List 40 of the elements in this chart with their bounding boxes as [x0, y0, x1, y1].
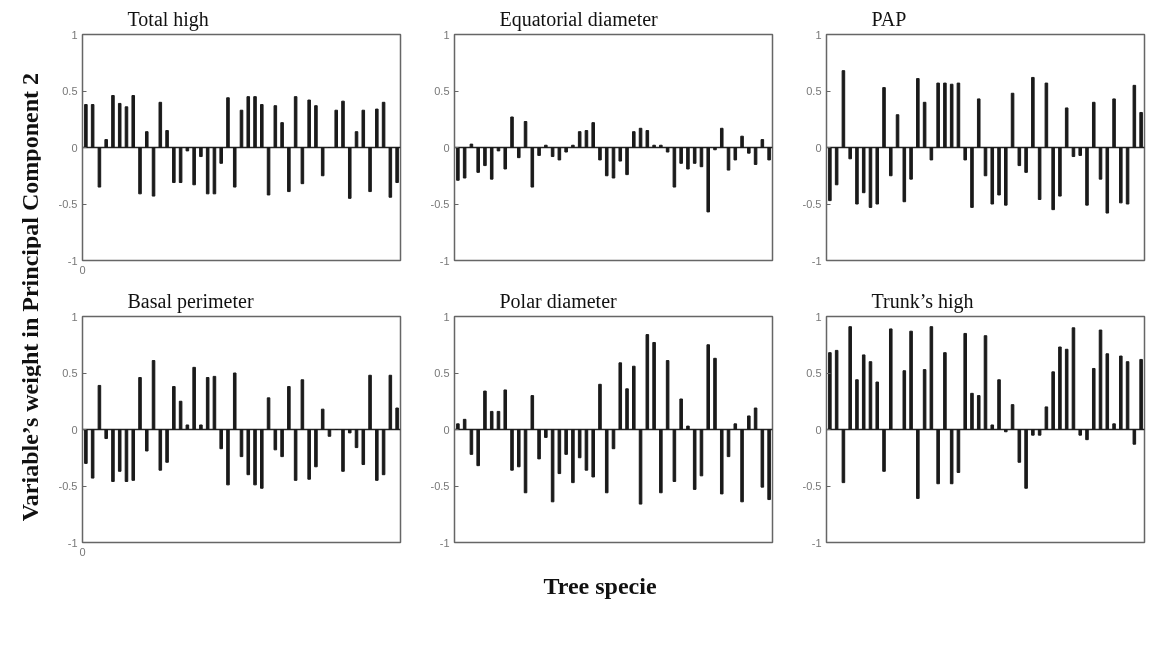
text: 0 — [79, 263, 86, 276]
y-tick-label: -0.5 — [430, 480, 450, 492]
y-tick-label: 0.5 — [62, 367, 78, 379]
y-tick-label: 0 — [815, 141, 822, 154]
chart-title: Equatorial diameter — [499, 7, 659, 31]
y-tick-label: 0.5 — [806, 367, 822, 379]
y-tick-label: -1 — [811, 254, 822, 267]
chart-title: Basal perimeter — [127, 289, 254, 313]
y-tick-label: -0.5 — [58, 198, 78, 210]
chart-title: PAP — [871, 7, 907, 30]
y-tick-label: 0.5 — [434, 367, 450, 379]
text: 0 — [79, 545, 86, 558]
y-tick-label: -0.5 — [430, 198, 450, 210]
y-tick-label: 0 — [815, 423, 822, 436]
y-tick-label: 1 — [443, 310, 450, 323]
y-tick-label: 0 — [71, 423, 78, 436]
y-tick-label: 0.5 — [434, 85, 450, 97]
y-tick-label: 0 — [71, 141, 78, 154]
y-tick-label: -1 — [439, 254, 450, 267]
y-tick-label: 1 — [71, 28, 78, 41]
y-tick-label: -1 — [811, 536, 822, 549]
y-tick-label: -1 — [439, 536, 450, 549]
y-tick-label: -0.5 — [802, 480, 822, 492]
chart-title: Trunk’s high — [871, 289, 974, 313]
y-tick-label: 0.5 — [806, 85, 822, 97]
y-tick-label: 1 — [71, 310, 78, 323]
chart-title: Total high — [127, 7, 209, 31]
y-tick-label: -0.5 — [802, 198, 822, 210]
y-tick-label: -1 — [67, 254, 78, 267]
y-tick-label: 0.5 — [62, 85, 78, 97]
chart-title: Polar diameter — [499, 289, 618, 312]
y-tick-label: 1 — [815, 28, 822, 41]
y-tick-label: 0 — [443, 141, 450, 154]
x-axis-title: Tree specie — [542, 572, 658, 601]
y-tick-label: 0 — [443, 423, 450, 436]
y-tick-label: 1 — [443, 28, 450, 41]
y-tick-label: -0.5 — [58, 480, 78, 492]
y-tick-label: -1 — [67, 536, 78, 549]
y-axis-title: Variable’s weight in Principal Component 2 — [15, 72, 44, 524]
y-tick-label: 1 — [815, 310, 822, 323]
